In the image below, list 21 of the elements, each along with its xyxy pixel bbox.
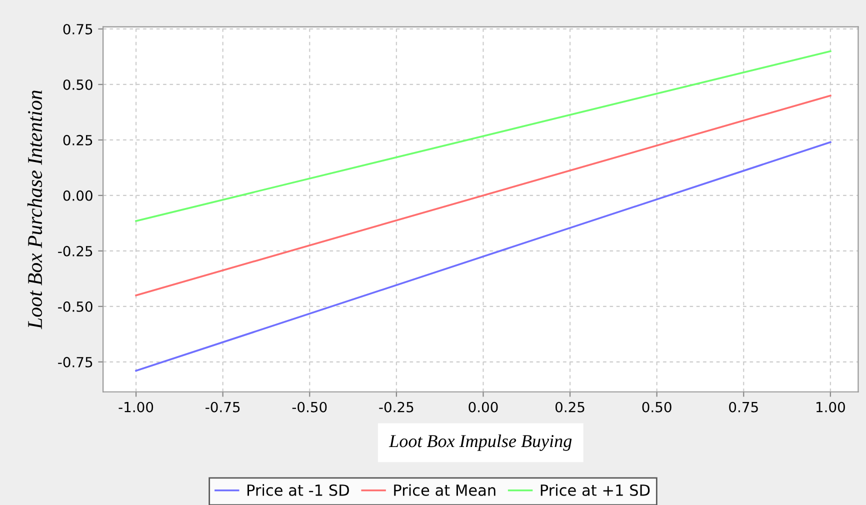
x-tick-label: -0.25 bbox=[379, 402, 414, 412]
legend-label: Price at Mean bbox=[394, 484, 496, 496]
y-tick-label: -0.75 bbox=[58, 356, 92, 368]
y-tick-label: 0.50 bbox=[63, 79, 92, 90]
x-tick-label: 0.75 bbox=[729, 402, 758, 412]
x-tick-label: -1.00 bbox=[118, 402, 154, 412]
x-tick-label: 1.00 bbox=[816, 402, 845, 412]
x-tick-label: 0.50 bbox=[642, 402, 672, 412]
x-tick-label: -0.50 bbox=[292, 402, 327, 412]
legend-label: Price at +1 SD bbox=[540, 484, 650, 496]
y-tick-label: 0.00 bbox=[63, 190, 92, 201]
y-axis-title: Loot Box Purchase Intention bbox=[27, 90, 42, 330]
y-tick-label: -0.25 bbox=[58, 246, 92, 256]
x-axis-title: Loot Box Impulse Buying bbox=[388, 434, 572, 451]
x-tick-label: 0.00 bbox=[468, 402, 498, 412]
x-tick-label: -0.75 bbox=[206, 402, 240, 412]
y-tick-label: 0.25 bbox=[63, 134, 92, 146]
x-tick-label: 0.25 bbox=[555, 402, 584, 412]
y-tick-label: 0.75 bbox=[63, 24, 92, 34]
y-tick-label: -0.50 bbox=[58, 301, 92, 312]
legend-label: Price at -1 SD bbox=[247, 484, 349, 496]
